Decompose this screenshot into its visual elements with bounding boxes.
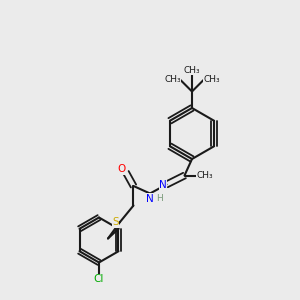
Text: O: O (117, 164, 126, 175)
Text: CH₃: CH₃ (164, 75, 181, 84)
Text: CH₃: CH₃ (196, 171, 213, 180)
Text: CH₃: CH₃ (203, 75, 220, 84)
Text: N: N (146, 194, 154, 204)
Text: Cl: Cl (94, 274, 104, 284)
Text: N: N (159, 179, 167, 190)
Text: S: S (112, 217, 119, 227)
Text: H: H (157, 194, 163, 203)
Text: CH₃: CH₃ (184, 66, 200, 75)
